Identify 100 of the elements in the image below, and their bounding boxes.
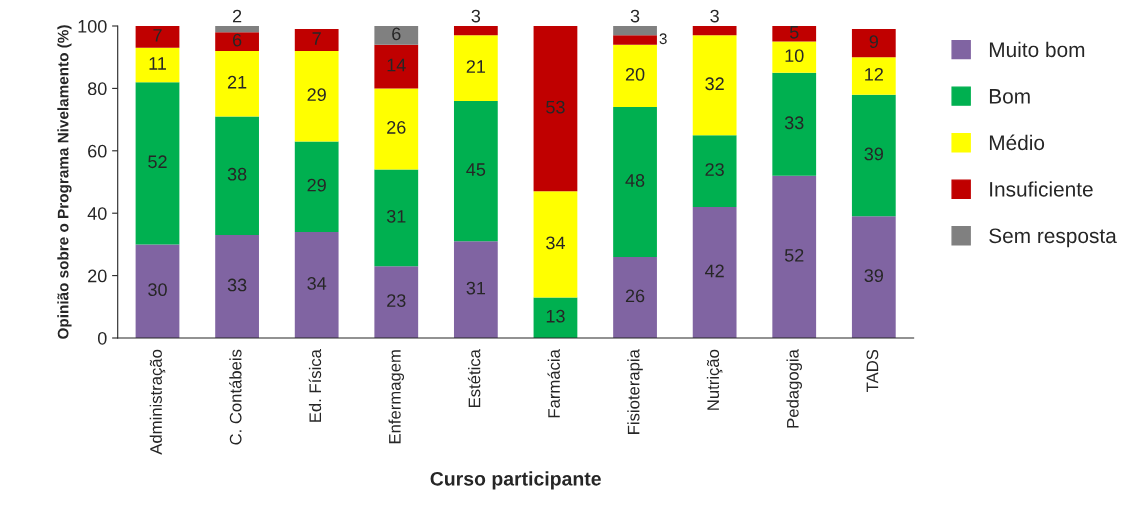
data-label: 30 <box>148 283 167 297</box>
data-label: 2 <box>232 9 242 23</box>
bar <box>613 107 657 257</box>
data-label: 52 <box>148 155 167 169</box>
data-label: 3 <box>471 9 481 23</box>
bar <box>135 244 180 338</box>
bar <box>215 116 259 236</box>
bar <box>772 175 817 338</box>
data-label: 39 <box>864 269 884 283</box>
x-tick-label: Estética <box>467 349 481 408</box>
bar <box>613 44 657 108</box>
x-tick-label: Nutrição <box>706 349 723 410</box>
bar <box>453 241 498 338</box>
x-tick-label: Enfermagem <box>388 350 405 444</box>
bar <box>374 26 419 45</box>
data-label: 9 <box>869 35 878 49</box>
bar <box>851 216 896 338</box>
data-label: 32 <box>705 77 724 91</box>
data-label: 29 <box>307 178 326 192</box>
bar <box>294 231 339 338</box>
x-tick-label: Fisioterapia <box>627 349 643 434</box>
data-label: 10 <box>785 49 804 63</box>
bar <box>453 26 498 36</box>
legend-label: Médio <box>989 134 1045 151</box>
bar <box>135 26 180 48</box>
bar <box>215 50 259 117</box>
legend-label: Sem resposta <box>989 228 1117 248</box>
y-tick-label: 0 <box>97 331 107 345</box>
data-label: 26 <box>387 121 406 134</box>
bar <box>692 206 737 338</box>
bar <box>294 29 339 51</box>
data-label: 3 <box>630 9 640 23</box>
data-label: 33 <box>227 278 247 292</box>
bar <box>215 26 259 33</box>
y-tick-label: 100 <box>78 19 107 33</box>
bar <box>851 94 896 217</box>
y-axis-title: Opinião sobre o Programa Nivelamento (%) <box>57 25 72 339</box>
bar <box>533 26 578 192</box>
legend-label: Insuficiente <box>990 181 1093 197</box>
bar <box>772 72 817 176</box>
bar <box>772 41 817 73</box>
data-label: 38 <box>227 167 247 181</box>
data-label: 3 <box>710 9 719 23</box>
bar <box>613 256 657 338</box>
data-label: 26 <box>625 289 645 303</box>
data-label: 23 <box>705 163 724 176</box>
bar <box>374 88 419 170</box>
legend-label: Bom <box>989 89 1030 104</box>
data-label: 52 <box>784 248 804 262</box>
data-label: 6 <box>392 27 401 41</box>
x-axis-title: Curso participante <box>430 471 601 490</box>
x-tick-label: Farmácia <box>547 349 560 418</box>
bar <box>692 135 737 207</box>
data-label: 48 <box>625 174 645 187</box>
bar <box>374 169 419 267</box>
data-label: 45 <box>466 163 486 176</box>
bar <box>374 266 419 338</box>
y-tick-label: 60 <box>88 144 107 158</box>
data-label: 21 <box>227 75 247 89</box>
bar <box>772 26 817 42</box>
bar <box>453 35 498 101</box>
bar <box>215 32 259 51</box>
bar <box>215 235 259 338</box>
x-tick-label: TADS <box>866 349 879 392</box>
data-label: 34 <box>546 236 565 250</box>
bar <box>294 141 339 232</box>
bar <box>613 26 657 36</box>
bar <box>453 100 498 242</box>
data-label: 7 <box>312 32 321 45</box>
x-tick-label: Administração <box>149 349 166 455</box>
data-label: 13 <box>546 309 565 323</box>
data-label: 39 <box>864 147 884 161</box>
bar <box>851 57 896 95</box>
data-label: 6 <box>232 33 242 47</box>
y-tick-label: 20 <box>88 269 107 283</box>
data-label: 34 <box>307 277 327 290</box>
x-tick-label: Ed. Física <box>308 349 322 422</box>
bar <box>692 26 737 36</box>
x-tick-label: C. Contábeis <box>229 349 242 445</box>
data-label: 20 <box>625 67 645 81</box>
bar <box>692 35 737 136</box>
data-label: 11 <box>149 57 166 70</box>
bar <box>374 44 419 89</box>
bar <box>533 297 578 338</box>
x-tick-label: Pedagogia <box>786 349 802 428</box>
data-label: 12 <box>865 67 883 81</box>
bar <box>613 35 657 45</box>
data-label: 31 <box>466 281 486 295</box>
data-label: 31 <box>386 209 406 223</box>
data-label: 3 <box>659 33 667 45</box>
bar <box>135 82 180 245</box>
data-label: 53 <box>546 100 565 114</box>
legend-label: Muito bom <box>989 41 1085 58</box>
data-label: 14 <box>387 58 406 72</box>
data-label: 21 <box>466 60 486 73</box>
bar <box>294 50 339 142</box>
data-label: 42 <box>705 264 724 278</box>
data-label: 29 <box>307 88 326 102</box>
y-tick-label: 80 <box>87 82 107 96</box>
data-label: 7 <box>153 29 162 42</box>
